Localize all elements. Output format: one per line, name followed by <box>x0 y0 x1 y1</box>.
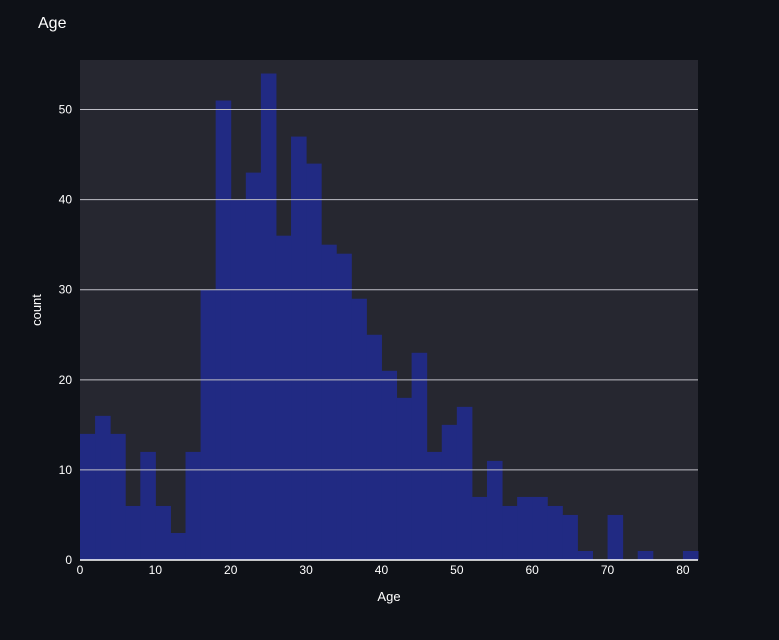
histogram-bar <box>577 550 593 560</box>
histogram-bar <box>215 100 232 561</box>
histogram-bar <box>682 550 699 560</box>
y-ticks-group: 0 10 20 30 40 50 <box>59 103 73 567</box>
histogram-bar <box>200 289 217 560</box>
histogram-bar <box>486 460 503 560</box>
histogram-bar <box>532 496 548 560</box>
chart-title: Age <box>38 15 67 32</box>
x-tick-label: 60 <box>526 563 540 577</box>
histogram-bar <box>125 505 141 560</box>
histogram-bar <box>170 532 187 560</box>
histogram-bar <box>155 505 171 560</box>
histogram-bar <box>291 136 307 560</box>
histogram-bar <box>411 352 428 560</box>
y-tick-label: 30 <box>59 283 73 297</box>
histogram-bar <box>471 496 488 560</box>
histogram-bar <box>306 163 322 560</box>
histogram-bar <box>351 298 367 560</box>
y-tick-label: 20 <box>59 373 73 387</box>
y-tick-label: 50 <box>59 103 73 117</box>
histogram-bar <box>396 397 413 560</box>
histogram-bar <box>607 514 624 560</box>
histogram-bar <box>502 505 518 560</box>
histogram-bar <box>547 505 563 560</box>
x-axis-label: Age <box>377 589 400 604</box>
histogram-bar <box>336 253 352 560</box>
histogram-bar <box>366 334 382 560</box>
histogram-bar <box>562 514 578 560</box>
histogram-bar <box>426 451 443 560</box>
histogram-bar <box>275 235 292 561</box>
histogram-bar <box>381 370 398 560</box>
histogram-bar <box>637 550 654 560</box>
histogram-bar <box>185 451 202 560</box>
histogram-bar <box>260 73 277 560</box>
histogram-bar <box>110 433 126 560</box>
gridlines-group <box>80 109 698 561</box>
histogram-bar <box>321 244 337 560</box>
y-axis-label: count <box>29 294 44 326</box>
y-tick-label: 40 <box>59 193 73 207</box>
x-tick-label: 50 <box>450 563 464 577</box>
y-tick-label: 10 <box>59 463 73 477</box>
histogram-bar <box>441 424 458 560</box>
x-tick-label: 70 <box>601 563 615 577</box>
histogram-bar <box>245 172 262 560</box>
x-tick-label: 40 <box>375 563 389 577</box>
histogram-bar <box>95 415 111 560</box>
x-tick-label: 20 <box>224 563 238 577</box>
histogram-bar <box>80 433 96 560</box>
histogram-bar <box>140 451 156 560</box>
x-tick-label: 0 <box>77 563 84 577</box>
histogram-bar <box>517 496 533 560</box>
x-tick-label: 80 <box>676 563 690 577</box>
y-tick-label: 0 <box>65 553 72 567</box>
x-ticks-group: 0 10 20 30 40 50 60 70 80 <box>77 563 690 577</box>
histogram-bar <box>456 406 473 560</box>
x-tick-label: 30 <box>299 563 313 577</box>
x-tick-label: 10 <box>149 563 163 577</box>
